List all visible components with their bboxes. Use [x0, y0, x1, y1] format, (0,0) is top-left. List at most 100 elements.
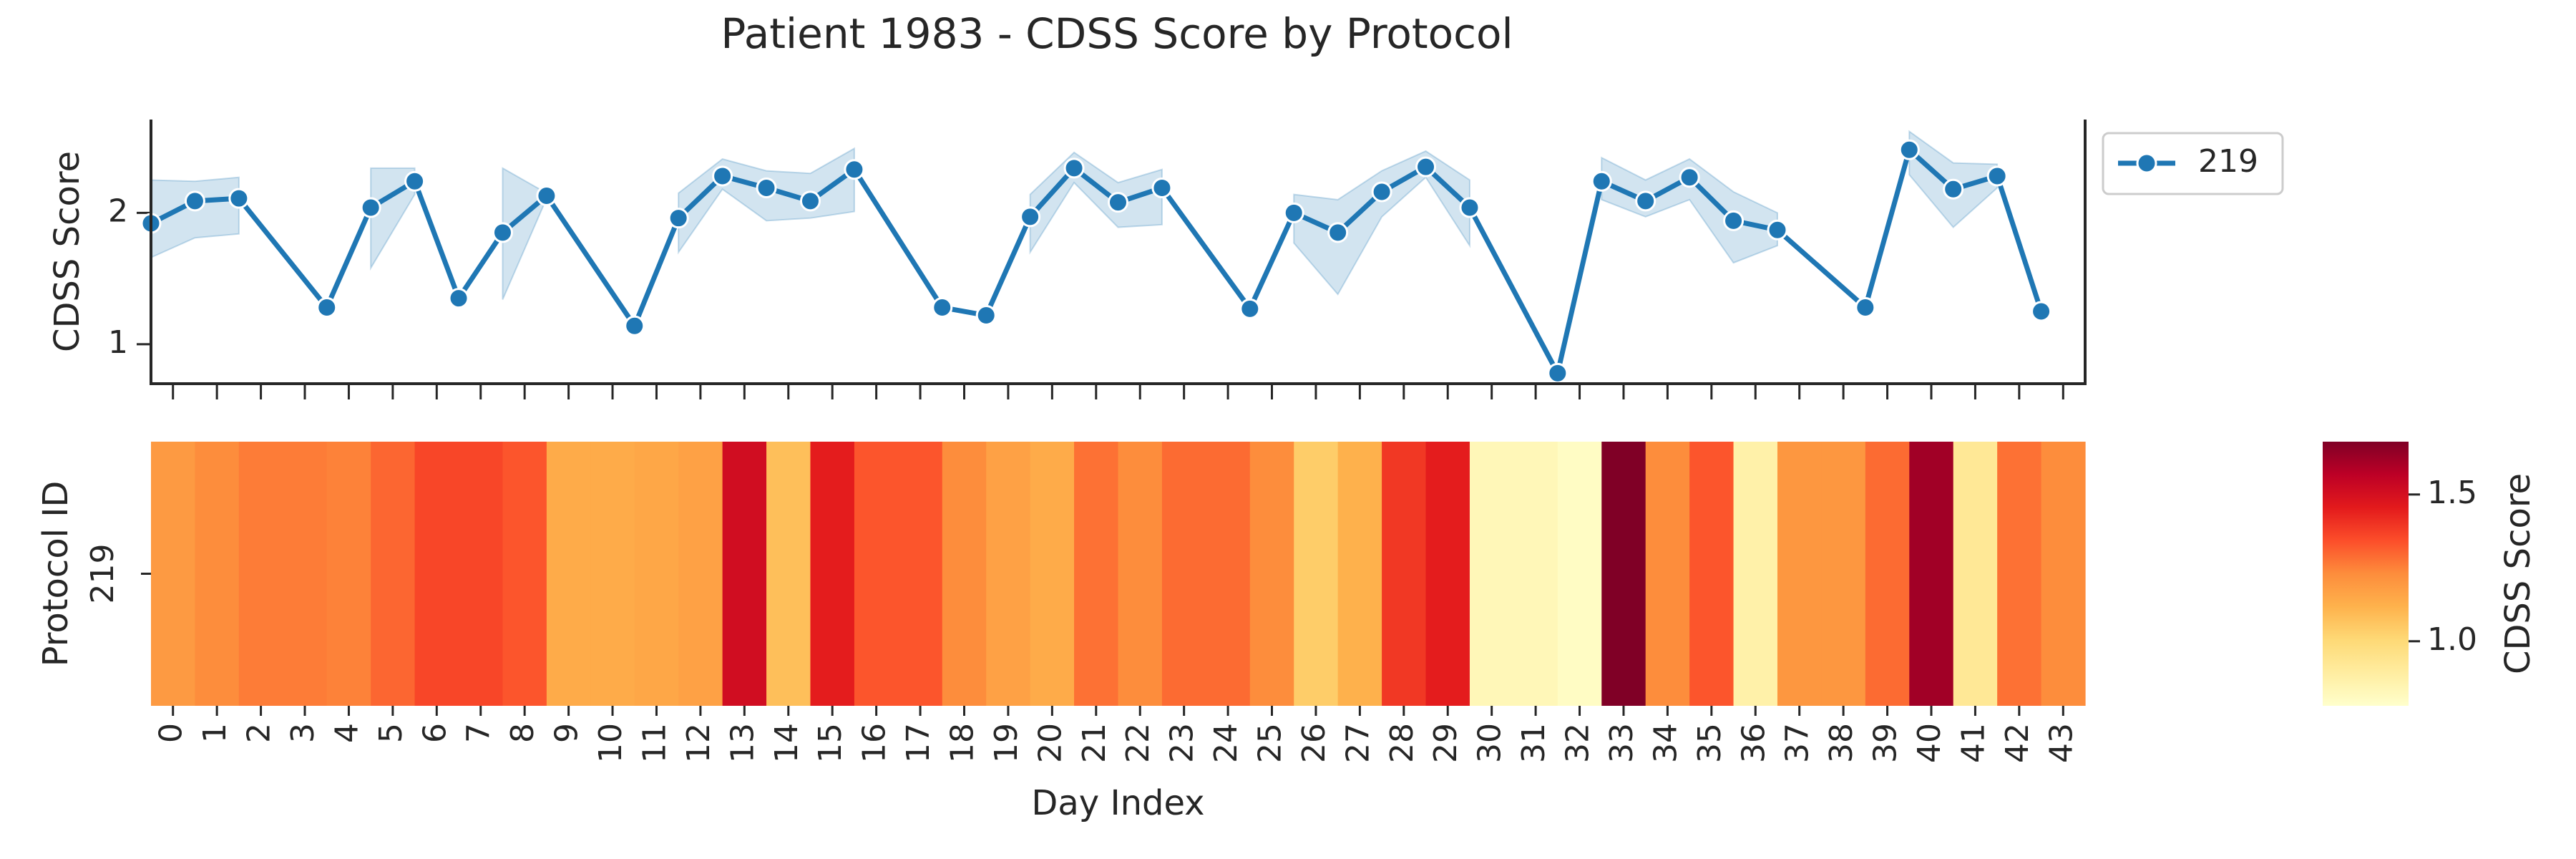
heatmap-cell: [854, 442, 899, 706]
x-tick-label: 41: [1955, 723, 1991, 763]
x-tick-label: 39: [1868, 723, 1904, 763]
marker: [360, 197, 381, 218]
x-tick-label: 22: [1120, 723, 1156, 763]
heatmap-cell: [371, 442, 416, 706]
marker: [975, 305, 997, 326]
heatmap-cell: [766, 442, 811, 706]
colorbar: [2323, 442, 2409, 706]
heatmap-cell: [1249, 442, 1294, 706]
x-tick-label: 34: [1647, 723, 1684, 763]
legend-label: 219: [2198, 143, 2258, 180]
colorbar-tick-label: 1.0: [2427, 621, 2477, 658]
x-tick-label: 0: [153, 723, 190, 743]
colorbar-label: CDSS Score: [2498, 473, 2538, 674]
confidence-band: [1293, 150, 1470, 296]
heatmap-cell: [459, 442, 504, 706]
marker: [712, 165, 733, 187]
x-tick-label: 30: [1472, 723, 1508, 763]
x-tick-label: 24: [1208, 723, 1244, 763]
marker: [316, 297, 338, 319]
marker: [1459, 197, 1480, 218]
marker: [1635, 190, 1657, 212]
x-tick-label: 7: [461, 723, 497, 743]
y-axis-label: CDSS Score: [47, 151, 87, 352]
x-tick-label: 26: [1296, 723, 1332, 763]
confidence-band: [370, 167, 416, 271]
marker: [2031, 301, 2052, 322]
x-tick-label: 3: [285, 723, 321, 743]
x-tick-label: 10: [592, 723, 629, 763]
marker: [1547, 362, 1568, 384]
heatmap-cell: [1382, 442, 1427, 706]
heatmap-cell: [810, 442, 855, 706]
heatmap-cell: [590, 442, 635, 706]
heatmap-cell: [1689, 442, 1735, 706]
heatmap-cell: [2041, 442, 2086, 706]
x-tick-label: 6: [416, 723, 453, 743]
heatmap-cell: [1645, 442, 1690, 706]
marker: [1986, 165, 2008, 187]
x-tick-label: 33: [1604, 723, 1640, 763]
marker: [492, 222, 513, 243]
x-tick-label: 27: [1340, 723, 1376, 763]
marker: [1108, 192, 1128, 213]
confidence-band: [1601, 156, 1778, 264]
x-tick-label: 16: [857, 723, 893, 763]
marker: [1943, 178, 1964, 200]
heatmap-cell: [326, 442, 371, 706]
marker: [844, 159, 865, 180]
marker: [1327, 222, 1349, 243]
marker: [624, 315, 645, 336]
heatmap-cell: [283, 442, 328, 706]
marker: [1283, 202, 1304, 223]
legend: 219: [2102, 132, 2284, 195]
x-tick-label: 40: [1911, 723, 1948, 763]
marker: [184, 190, 205, 212]
x-tick-label: 19: [988, 723, 1025, 763]
figure-title: Patient 1983 - CDSS Score by Protocol: [721, 9, 1513, 58]
x-tick-label: 42: [1999, 723, 2036, 763]
heatmap-cell: [1865, 442, 1910, 706]
heatmap-cell: [1997, 442, 2042, 706]
marker: [1415, 156, 1437, 178]
marker: [799, 190, 821, 212]
marker: [228, 188, 250, 209]
x-tick-label: 18: [944, 723, 980, 763]
heatmap-cell: [1294, 442, 1339, 706]
marker: [1767, 219, 1788, 241]
heatmap-cell: [1030, 442, 1075, 706]
heatmap-cell: [151, 442, 196, 706]
marker: [756, 177, 777, 198]
heatmap-cell: [414, 442, 459, 706]
y-tick-label: 219: [84, 544, 121, 604]
heatmap-cell: [722, 442, 767, 706]
x-tick-label: 35: [1692, 723, 1728, 763]
x-tick-label: 38: [1823, 723, 1860, 763]
x-tick-label: 5: [373, 723, 409, 743]
x-tick-label: 43: [2043, 723, 2079, 763]
confidence-band: [678, 147, 855, 255]
y-tick-label: 2: [108, 193, 128, 229]
x-tick-label: 23: [1164, 723, 1201, 763]
legend-marker: [2136, 152, 2157, 174]
x-tick-label: 20: [1032, 723, 1068, 763]
x-tick-label: 11: [636, 723, 673, 763]
marker: [536, 185, 557, 206]
marker: [404, 170, 426, 192]
axis-spines: [150, 120, 2087, 385]
y-tick-label: 1: [108, 324, 128, 361]
marker: [1151, 177, 1173, 198]
x-tick-label: 8: [504, 723, 541, 743]
marker: [1371, 181, 1392, 203]
x-tick-label: 21: [1076, 723, 1113, 763]
heatmap-cell: [502, 442, 547, 706]
heatmap-cell: [1777, 442, 1823, 706]
x-tick-label: 13: [724, 723, 761, 763]
marker: [1591, 170, 1612, 192]
heatmap-cell: [1733, 442, 1778, 706]
x-tick-label: 15: [812, 723, 849, 763]
marker: [1898, 139, 1920, 160]
confidence-band: [1029, 151, 1163, 255]
heatmap-cell: [1425, 442, 1470, 706]
